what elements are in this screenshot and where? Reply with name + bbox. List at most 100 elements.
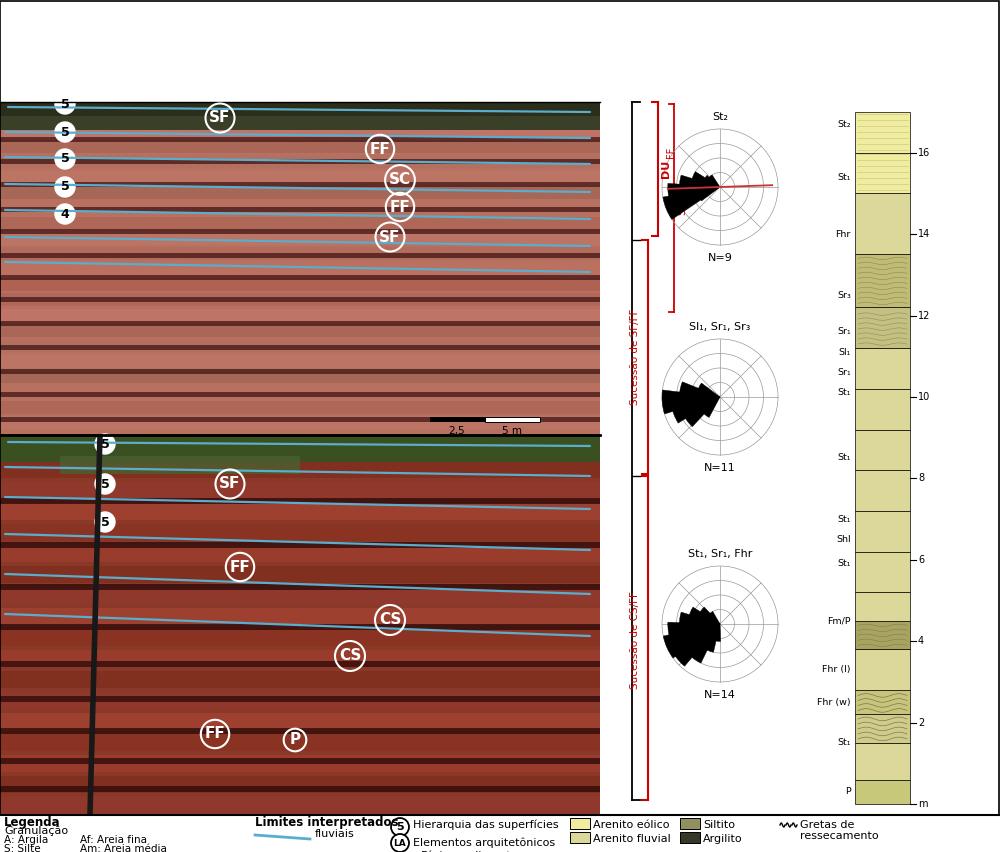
Bar [855, 153, 910, 193]
Text: Shl: Shl [836, 535, 851, 544]
Bar [855, 511, 910, 551]
Circle shape [55, 204, 75, 224]
Bar [0, 498, 600, 504]
Text: Arenito eólico: Arenito eólico [593, 820, 670, 830]
Text: P: P [289, 733, 301, 747]
Text: 4: 4 [61, 208, 69, 221]
Text: Elementos arquitetônicos: Elementos arquitetônicos [413, 837, 555, 848]
Bar [0, 385, 600, 399]
Text: FF: FF [205, 727, 225, 741]
Text: Fhr (w): Fhr (w) [817, 698, 851, 707]
Text: St₁: St₁ [838, 173, 851, 181]
Wedge shape [679, 612, 720, 629]
Bar [0, 275, 600, 280]
Text: St₁, Sr₁, Fhr: St₁, Sr₁, Fhr [688, 549, 752, 559]
Wedge shape [662, 390, 720, 414]
Text: N=9: N=9 [708, 253, 732, 263]
Bar [0, 587, 600, 604]
Text: 5: 5 [101, 477, 109, 491]
Text: ressecamento: ressecamento [800, 831, 879, 841]
Text: SC: SC [666, 196, 676, 209]
Bar [855, 743, 910, 780]
Bar [0, 155, 600, 169]
Bar [0, 109, 600, 123]
Text: FF: FF [390, 199, 410, 215]
Bar [0, 671, 600, 688]
Bar [0, 369, 600, 374]
Wedge shape [708, 175, 720, 187]
Bar [0, 542, 600, 548]
Wedge shape [703, 176, 720, 187]
Text: Sucessão de SF/FF: Sucessão de SF/FF [630, 308, 640, 406]
Bar [0, 629, 600, 646]
Bar [855, 429, 910, 470]
Bar [0, 308, 600, 322]
Bar [0, 392, 600, 397]
Bar [0, 524, 600, 541]
Wedge shape [679, 176, 720, 192]
Text: St₂: St₂ [712, 112, 728, 122]
Bar [0, 140, 600, 153]
Bar [0, 229, 600, 234]
Text: Sr₁: Sr₁ [837, 327, 851, 337]
Bar [855, 389, 910, 429]
Text: LA: LA [394, 838, 406, 848]
Text: Af: Areia fina: Af: Areia fina [80, 835, 147, 845]
Bar [0, 567, 600, 583]
Text: SF: SF [209, 111, 231, 125]
Wedge shape [703, 624, 720, 653]
Bar [0, 758, 600, 764]
Bar [0, 728, 600, 734]
Bar [0, 482, 600, 499]
Bar [0, 661, 600, 667]
Wedge shape [688, 607, 720, 624]
Text: 5: 5 [101, 515, 109, 528]
Text: fluviais: fluviais [315, 829, 355, 839]
Text: ₁ Fácies sedimentares: ₁ Fácies sedimentares [413, 851, 535, 852]
Bar [0, 293, 600, 307]
Text: St: St [398, 851, 412, 852]
Bar [680, 832, 700, 843]
Text: Fhr: Fhr [836, 230, 851, 239]
Wedge shape [668, 183, 720, 204]
Wedge shape [691, 171, 720, 187]
Text: N=11: N=11 [704, 463, 736, 473]
Text: S: Silte: S: Silte [4, 844, 41, 852]
Bar [0, 182, 600, 187]
Bar [0, 207, 600, 212]
Text: Gretas de: Gretas de [800, 820, 854, 830]
Circle shape [95, 434, 115, 454]
Circle shape [391, 834, 409, 852]
Bar [430, 417, 485, 422]
Text: Limites interpretados: Limites interpretados [255, 816, 398, 829]
Circle shape [55, 122, 75, 142]
Bar [855, 308, 910, 348]
Text: FF: FF [230, 560, 250, 574]
Bar [0, 436, 600, 814]
Bar [0, 137, 600, 142]
Text: Am: Areia média: Am: Areia média [80, 844, 167, 852]
Wedge shape [683, 397, 720, 427]
Text: Sucessão de CS/FF: Sucessão de CS/FF [630, 591, 640, 689]
Bar [485, 417, 540, 422]
Bar [0, 692, 600, 709]
Text: Fhr (l): Fhr (l) [822, 665, 851, 674]
Circle shape [95, 474, 115, 494]
Text: Argilito: Argilito [703, 834, 743, 844]
Bar [0, 400, 600, 414]
Text: St₂: St₂ [837, 120, 851, 129]
Text: St₁: St₁ [838, 453, 851, 463]
Bar [0, 278, 600, 291]
Bar [570, 818, 590, 829]
Circle shape [391, 818, 409, 836]
Circle shape [55, 177, 75, 197]
Text: CS: CS [339, 648, 361, 664]
Bar [0, 370, 600, 383]
Bar [0, 262, 600, 276]
Text: 8: 8 [918, 474, 924, 483]
Bar [0, 102, 600, 116]
Bar [855, 255, 910, 308]
Wedge shape [702, 397, 720, 417]
Bar [0, 417, 600, 422]
Text: 2,5: 2,5 [449, 426, 465, 436]
